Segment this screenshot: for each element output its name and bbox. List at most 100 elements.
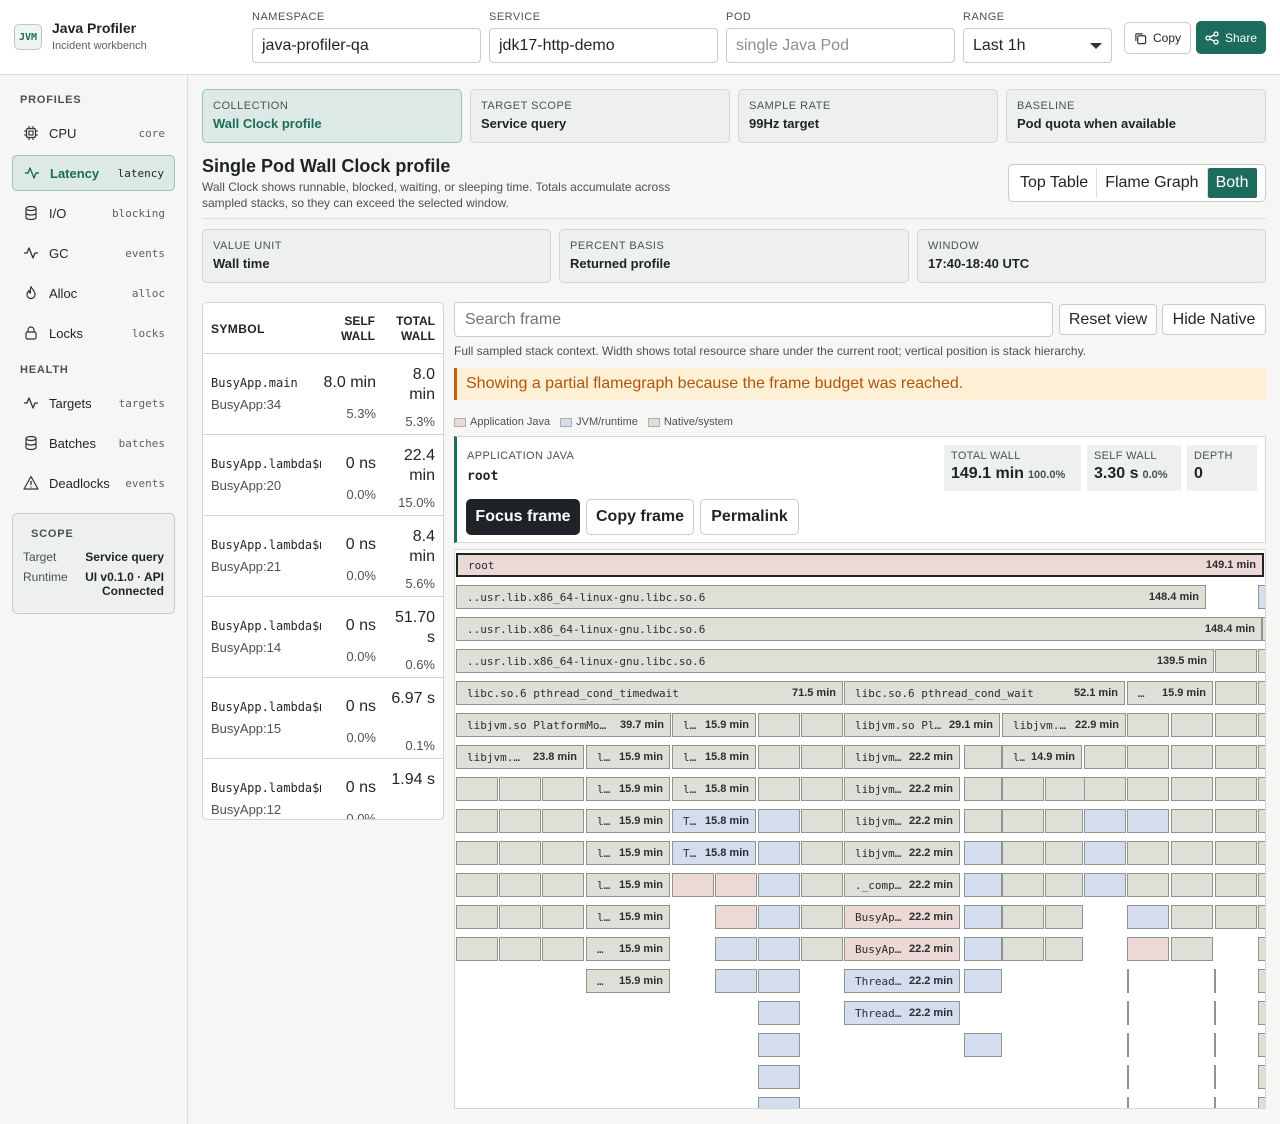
reset-view-button[interactable]: Reset view (1059, 304, 1157, 335)
flame-frame-small[interactable] (1258, 1097, 1265, 1108)
flame-frame-small[interactable] (964, 905, 1002, 929)
flame-frame-small[interactable] (1258, 1001, 1265, 1025)
view-both-button[interactable]: Both (1207, 168, 1257, 198)
flame-frame-small[interactable] (1258, 585, 1265, 609)
flame-frame-small[interactable] (1127, 1033, 1129, 1057)
flame-frame-small[interactable] (1258, 1065, 1265, 1089)
flame-frame-small[interactable] (499, 841, 541, 865)
flame-frame-small[interactable] (1258, 873, 1265, 897)
copy-frame-button[interactable]: Copy frame (586, 499, 694, 535)
flame-frame-small[interactable] (1215, 713, 1257, 737)
flame-frame[interactable]: libjvm… 22.2 min (844, 841, 960, 865)
flame-frame[interactable]: ..usr.lib.x86_64-linux-gnu.libc.so.6 148.… (456, 617, 1262, 641)
flame-frame-small[interactable] (758, 873, 800, 897)
flame-frame-small[interactable] (715, 905, 757, 929)
flame-frame-small[interactable] (1002, 809, 1044, 833)
sidebar-item-batches[interactable]: Batches batches (12, 425, 175, 461)
flame-frame[interactable]: … 15.9 min (1127, 681, 1213, 705)
flame-frame[interactable]: BusyAp… 22.2 min (844, 905, 960, 929)
flame-frame[interactable]: Thread… 22.2 min (844, 1001, 960, 1025)
flame-frame-small[interactable] (1127, 809, 1169, 833)
flame-frame-small[interactable] (964, 809, 1002, 833)
flame-frame-small[interactable] (1258, 713, 1265, 737)
table-row[interactable]: BusyApp.lambda$main$3 BusyApp:15 0 ns 0.0% 6… (203, 678, 443, 759)
flame-frame-small[interactable] (542, 841, 584, 865)
sidebar-item-locks[interactable]: Locks locks (12, 315, 175, 351)
flame-frame-small[interactable] (758, 713, 800, 737)
flame-frame-small[interactable] (1214, 969, 1216, 993)
baseline-chip[interactable]: BASELINE Pod quota when available (1006, 89, 1266, 143)
flame-frame-small[interactable] (1045, 937, 1083, 961)
flame-frame[interactable]: T… 15.8 min (672, 809, 756, 833)
permalink-button[interactable]: Permalink (700, 499, 799, 535)
flame-frame-small[interactable] (964, 777, 1002, 801)
flame-frame-small[interactable] (456, 937, 498, 961)
table-row[interactable]: BusyApp.lambda$main$4 BusyApp:12 0 ns 0.0% 1… (203, 759, 443, 819)
flame-frame-small[interactable] (1045, 841, 1083, 865)
flame-frame-small[interactable] (758, 1033, 800, 1057)
flame-frame[interactable]: BusyAp… 22.2 min (844, 937, 960, 961)
flame-frame-small[interactable] (1214, 1065, 1216, 1089)
flame-frame-small[interactable] (542, 873, 584, 897)
flame-frame-small[interactable] (1127, 713, 1169, 737)
sidebar-item-io[interactable]: I/O blocking (12, 195, 175, 231)
flame-frame-small[interactable] (1258, 649, 1265, 673)
flame-frame-small[interactable] (456, 873, 498, 897)
flame-frame-small[interactable] (715, 969, 757, 993)
flame-frame-small[interactable] (499, 777, 541, 801)
flame-frame-small[interactable] (456, 841, 498, 865)
flame-frame[interactable]: libjvm… 22.2 min (844, 745, 960, 769)
flame-frame-small[interactable] (758, 777, 800, 801)
flame-frame-small[interactable] (456, 777, 498, 801)
flame-frame-small[interactable] (1127, 745, 1169, 769)
flame-frame-small[interactable] (801, 809, 843, 833)
flame-frame[interactable]: … 15.9 min (586, 969, 670, 993)
flame-frame[interactable]: l… 15.9 min (586, 905, 670, 929)
flame-frame[interactable]: libjvm… 22.2 min (844, 809, 960, 833)
collection-chip[interactable]: COLLECTION Wall Clock profile (202, 89, 462, 143)
flame-frame-small[interactable] (456, 905, 498, 929)
flame-frame-small[interactable] (801, 873, 843, 897)
flame-frame-small[interactable] (801, 841, 843, 865)
flame-frame-small[interactable] (1127, 937, 1169, 961)
flame-frame-small[interactable] (1215, 681, 1257, 705)
flame-frame-small[interactable] (1127, 777, 1169, 801)
focus-frame-button[interactable]: Focus frame (466, 499, 580, 535)
flame-frame-small[interactable] (1084, 809, 1126, 833)
flame-frame-small[interactable] (1084, 873, 1126, 897)
flame-frame-small[interactable] (1171, 777, 1213, 801)
flame-frame-small[interactable] (801, 745, 843, 769)
flame-frame[interactable]: l… 15.8 min (672, 745, 756, 769)
flame-frame-small[interactable] (1002, 777, 1044, 801)
flame-frame-small[interactable] (1084, 777, 1126, 801)
flame-frame-small[interactable] (1171, 873, 1213, 897)
flame-frame-small[interactable] (1171, 745, 1213, 769)
flame-frame[interactable]: Thread… 22.2 min (844, 969, 960, 993)
table-row[interactable]: BusyApp.lambda$main$0 BusyApp:20 0 ns 0.0% 2… (203, 435, 443, 516)
flame-frame-small[interactable] (1215, 841, 1257, 865)
flame-frame-small[interactable] (1002, 905, 1044, 929)
flame-frame-small[interactable] (1171, 713, 1213, 737)
pod-input[interactable]: single Java Pod (726, 28, 955, 63)
flame-frame-small[interactable] (672, 873, 714, 897)
flame-frame-small[interactable] (758, 969, 800, 993)
flame-frame-small[interactable] (758, 905, 800, 929)
copy-button[interactable]: Copy (1124, 22, 1191, 54)
flame-frame-small[interactable] (1002, 937, 1044, 961)
flame-frame-small[interactable] (1258, 841, 1265, 865)
table-row[interactable]: BusyApp.main BusyApp:34 8.0 min 5.3% 8.0 min… (203, 354, 443, 435)
flame-frame[interactable]: libc.so.6 pthread_cond_wait 52.1 min (844, 681, 1125, 705)
flame-frame[interactable]: … 15.9 min (586, 937, 670, 961)
flame-frame-small[interactable] (542, 809, 584, 833)
flame-frame-small[interactable] (758, 745, 800, 769)
flame-frame[interactable]: l… 15.8 min (672, 777, 756, 801)
total-wall-column-header[interactable]: TOTAL WALL (396, 314, 435, 343)
flame-frame-small[interactable] (499, 905, 541, 929)
flame-frame-small[interactable] (758, 1097, 800, 1108)
flame-frame-small[interactable] (964, 937, 1002, 961)
flame-frame-small[interactable] (499, 873, 541, 897)
flame-frame-small[interactable] (1258, 809, 1265, 833)
flame-frame-small[interactable] (1002, 873, 1044, 897)
view-flame-graph-button[interactable]: Flame Graph (1097, 168, 1208, 198)
flame-frame[interactable]: l. 14.9 min (1002, 745, 1082, 769)
